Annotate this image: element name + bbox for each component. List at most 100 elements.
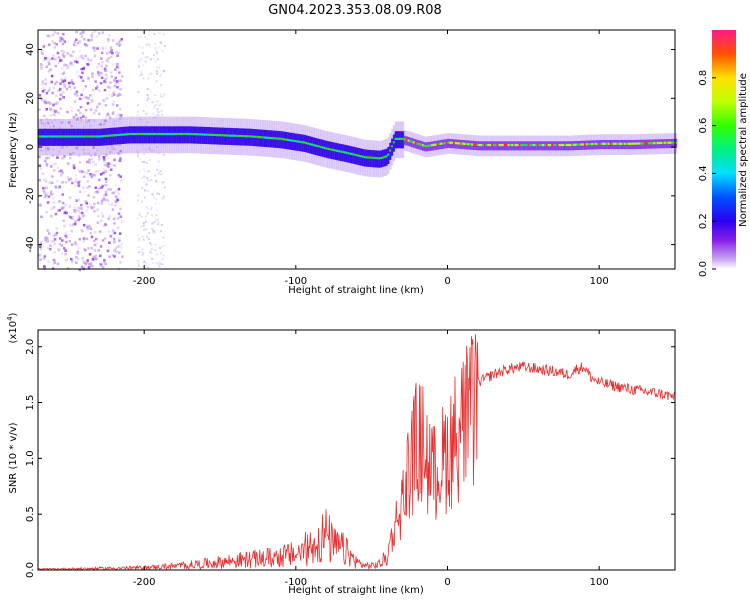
heatmap-cell [102, 261, 105, 265]
heatmap-cell [113, 93, 116, 96]
heatmap-cell [119, 158, 122, 161]
heatmap-cell [155, 214, 158, 217]
heatmap-cell [84, 85, 87, 88]
heatmap-cell [140, 216, 143, 218]
heatmap-cell [75, 57, 78, 60]
heatmap-cell [41, 80, 44, 83]
heatmap-cell [71, 260, 74, 263]
heatmap-cell [112, 237, 116, 241]
heatmap-cell [94, 108, 98, 111]
heatmap-cell [151, 257, 154, 260]
heatmap-cell [137, 35, 140, 38]
heatmap-cell [87, 169, 90, 172]
heatmap-cell [84, 108, 88, 112]
heatmap-cell [48, 43, 51, 46]
heatmap-cell [106, 165, 110, 168]
heatmap-cell [89, 135, 92, 138]
heatmap-cell [51, 33, 55, 37]
heatmap-cell [52, 201, 56, 204]
heatmap-cell [145, 113, 148, 116]
heatmap-cell [154, 42, 157, 45]
heatmap-cell [117, 66, 120, 69]
heatmap-cell [600, 142, 603, 145]
heatmap-cell [598, 142, 601, 145]
heatmap-cell [100, 51, 104, 55]
heatmap-cell [81, 71, 84, 75]
heatmap-cell [137, 259, 140, 262]
heatmap-cell [108, 50, 112, 54]
heatmap-cell [87, 262, 91, 266]
heatmap-cell [658, 141, 661, 145]
heatmap-cell [78, 211, 82, 215]
heatmap-cell [53, 251, 56, 254]
heatmap-cell [152, 112, 155, 115]
heatmap-cell [101, 239, 105, 242]
heatmap-cell [61, 37, 64, 41]
heatmap-cell [97, 169, 100, 173]
heatmap-cell [84, 115, 87, 119]
snr-x-tick-label: 100 [590, 577, 609, 588]
heatmap-cell [181, 132, 184, 136]
heatmap-cell [116, 226, 120, 230]
heatmap-cell [161, 258, 164, 260]
heatmap-cell [150, 206, 153, 209]
heatmap-cell [56, 156, 59, 159]
heatmap-cell [143, 228, 146, 231]
heatmap-cell [53, 58, 57, 61]
heatmap-cell [160, 252, 163, 255]
heatmap-cell [62, 32, 65, 36]
heatmap-cell [60, 244, 64, 247]
heatmap-cell [52, 206, 55, 209]
heatmap-cell [74, 208, 78, 212]
heatmap-cell [185, 132, 188, 136]
heatmap-cell [633, 142, 636, 145]
heatmap-cell [241, 135, 244, 138]
heatmap-cell [156, 108, 159, 111]
heatmap-cell [86, 186, 89, 189]
heatmap-cell [143, 261, 146, 264]
heatmap-cell [39, 258, 42, 261]
heatmap-cell [149, 98, 152, 101]
heatmap-cell [389, 149, 392, 152]
spectrogram-y-tick-label: -40 [25, 236, 36, 252]
heatmap-cell [152, 229, 155, 232]
heatmap-cell [81, 88, 85, 91]
heatmap-cell [96, 190, 100, 194]
heatmap-cell [138, 212, 141, 215]
heatmap-cell [158, 265, 161, 268]
heatmap-cell [65, 87, 69, 91]
heatmap-cell [158, 193, 161, 195]
heatmap-cell [86, 259, 89, 262]
heatmap-cell [74, 184, 77, 188]
heatmap-cell [138, 237, 141, 240]
heatmap-cell [587, 143, 590, 146]
heatmap-cell [55, 80, 58, 84]
heatmap-cell [59, 88, 62, 91]
heatmap-cell [65, 211, 68, 215]
heatmap-cell [49, 107, 52, 111]
heatmap-cell [50, 135, 53, 138]
heatmap-cell [573, 143, 576, 146]
heatmap-cell [157, 104, 160, 107]
heatmap-cell [149, 58, 152, 61]
heatmap-cell [291, 139, 294, 142]
heatmap-cell [84, 54, 87, 58]
heatmap-cell [58, 56, 61, 59]
heatmap-cell [396, 137, 399, 140]
heatmap-cell [445, 141, 448, 144]
heatmap-cell [50, 214, 53, 218]
heatmap-cell [99, 135, 103, 138]
heatmap-cell [58, 135, 61, 138]
heatmap-cell [349, 152, 352, 155]
heatmap-cell [114, 200, 117, 203]
heatmap-cell [95, 73, 98, 76]
heatmap-cell [651, 142, 654, 145]
heatmap-cell [78, 180, 81, 183]
heatmap-cell [254, 135, 257, 138]
heatmap-cell [42, 43, 46, 46]
heatmap-cell [72, 82, 75, 85]
heatmap-cell [67, 162, 70, 165]
snr-y-tick-label: 0.5 [25, 506, 36, 522]
heatmap-cell [109, 81, 112, 84]
heatmap-cell [82, 240, 86, 243]
